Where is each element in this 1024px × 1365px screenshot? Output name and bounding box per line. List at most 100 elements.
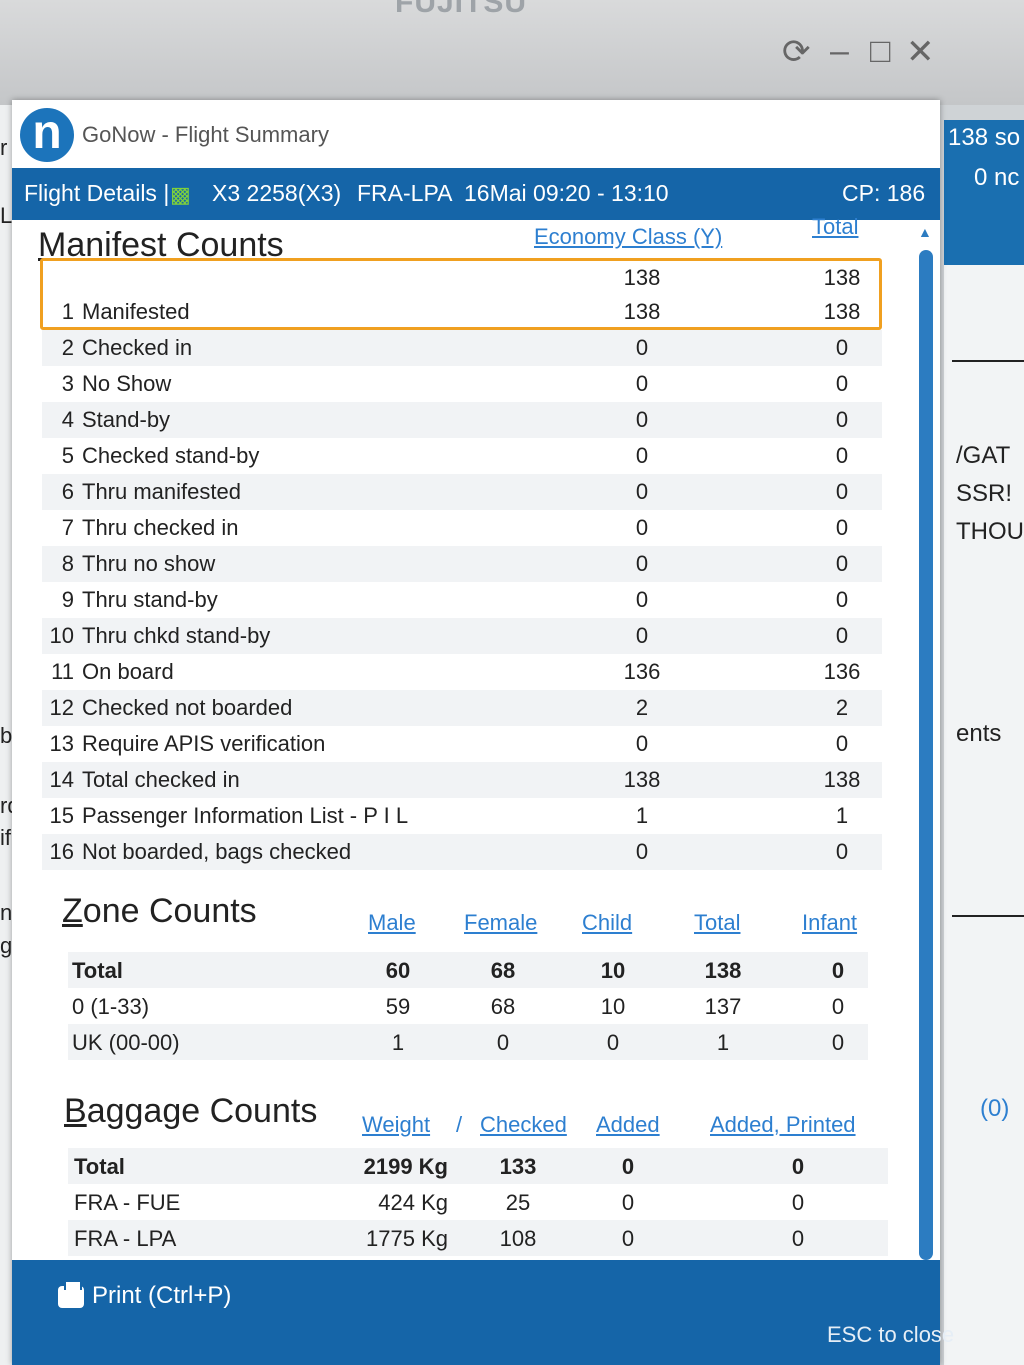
zone-header-infant[interactable]: Infant — [802, 910, 858, 935]
baggage-added: 0 — [621, 1154, 635, 1179]
baggage-counts-title: Baggage Counts — [64, 1092, 318, 1130]
class-value: 2 — [635, 695, 649, 720]
scroll-up-icon[interactable]: ▲ — [918, 224, 932, 240]
cp-count: CP: 186 — [842, 180, 926, 206]
row-number: 7 — [61, 515, 74, 540]
print-button[interactable]: Print (Ctrl+P) — [52, 1279, 237, 1322]
flight-details-bar: Flight Details | ▩ X3 2258(X3) FRA-LPA 1… — [12, 168, 940, 220]
table-row[interactable]: 15 Passenger Information List - P I L 1 1 — [42, 798, 882, 834]
row-number: 1 — [61, 299, 74, 324]
bag-header-weight[interactable]: Weight — [362, 1112, 431, 1137]
row-label: Thru stand-by — [82, 587, 218, 612]
table-row[interactable]: 14 Total checked in 138 138 — [42, 762, 882, 798]
row-label: Not boarded, bags checked — [82, 839, 352, 864]
total-value: 0 — [835, 731, 849, 756]
table-row[interactable]: 6 Thru manifested 0 0 — [42, 474, 882, 510]
gonow-logo-icon: n — [20, 108, 74, 162]
total-value: 0 — [835, 839, 849, 864]
class-value: 0 — [635, 623, 649, 648]
background-right-panel: 138 so 0 nc /GAT SSR! THOU ents (0) — [944, 120, 1024, 1365]
maximize-button[interactable]: □ — [870, 32, 891, 70]
total-value: 136 — [823, 659, 861, 684]
close-button[interactable]: ✕ — [906, 33, 935, 71]
restore-icon[interactable]: ⟳ — [782, 33, 811, 71]
baggage-row[interactable]: FRA - FUE 424 Kg 25 0 0 — [68, 1184, 888, 1220]
zone-total: 1 — [716, 1030, 730, 1055]
bg-right-fragment: (0) — [980, 1095, 1010, 1122]
zone-header-child[interactable]: Child — [582, 910, 633, 935]
bg-right-fragment: 0 nc — [974, 164, 1020, 191]
table-row[interactable]: 5 Checked stand-by 0 0 — [42, 438, 882, 474]
zone-female: 68 — [490, 958, 516, 983]
header-total-value: 138 — [823, 265, 861, 290]
class-value: 0 — [635, 515, 649, 540]
flight-details-label: Flight Details | — [24, 180, 170, 206]
row-number: 16 — [49, 839, 74, 864]
vertical-scrollbar[interactable]: ▲ — [914, 220, 936, 1260]
flight-route: FRA-LPA — [357, 180, 453, 206]
table-row[interactable]: 2 Checked in 0 0 — [42, 330, 882, 366]
row-number: 10 — [49, 623, 74, 648]
baggage-added-printed: 0 — [791, 1190, 805, 1215]
bg-right-fragment: ents — [956, 720, 1002, 747]
zone-child: 0 — [606, 1030, 620, 1055]
table-row[interactable]: 11 On board 136 136 — [42, 654, 882, 690]
zone-infant: 0 — [831, 1030, 845, 1055]
table-row[interactable]: 3 No Show 0 0 — [42, 366, 882, 402]
table-row[interactable]: 9 Thru stand-by 0 0 — [42, 582, 882, 618]
table-row[interactable]: 16 Not boarded, bags checked 0 0 — [42, 834, 882, 870]
col-header-total[interactable]: Total — [812, 214, 859, 239]
col-header-economy[interactable]: Economy Class (Y) — [534, 224, 723, 249]
table-row[interactable]: 4 Stand-by 0 0 — [42, 402, 882, 438]
baggage-weight: 1775 Kg — [366, 1226, 448, 1251]
table-row[interactable]: 7 Thru checked in 0 0 — [42, 510, 882, 546]
table-row[interactable]: 8 Thru no show 0 0 — [42, 546, 882, 582]
row-label: Thru checked in — [82, 515, 239, 540]
bag-header-added-printed[interactable]: Added, Printed — [710, 1112, 856, 1137]
row-label: Require APIS verification — [82, 731, 326, 756]
row-label: Thru manifested — [82, 479, 241, 504]
total-value: 0 — [835, 335, 849, 360]
class-value: 0 — [635, 443, 649, 468]
divider — [952, 915, 1024, 917]
scroll-thumb[interactable] — [919, 250, 933, 1260]
table-row[interactable]: 1 Manifested 138 138 — [42, 294, 882, 330]
row-number: 11 — [51, 659, 74, 684]
baggage-checked: 25 — [505, 1190, 531, 1215]
divider — [952, 360, 1024, 362]
baggage-row[interactable]: Total 2199 Kg 133 0 0 — [68, 1148, 888, 1184]
zone-male: 59 — [385, 994, 411, 1019]
zone-row[interactable]: Total 60 68 10 138 0 — [68, 952, 868, 988]
table-row[interactable]: 13 Require APIS verification 0 0 — [42, 726, 882, 762]
total-value: 2 — [835, 695, 849, 720]
bg-right-header: 138 so 0 nc — [944, 120, 1024, 265]
header-class-value: 138 — [623, 265, 661, 290]
zone-header-female[interactable]: Female — [464, 910, 538, 935]
zone-row[interactable]: UK (00-00) 1 0 0 1 0 — [68, 1024, 868, 1060]
total-value: 138 — [823, 299, 861, 324]
bg-right-fragment: SSR! — [956, 480, 1013, 507]
table-row[interactable]: 12 Checked not boarded 2 2 — [42, 690, 882, 726]
bag-header-added[interactable]: Added — [596, 1112, 660, 1137]
zone-female: 68 — [490, 994, 516, 1019]
total-value: 0 — [835, 551, 849, 576]
row-label: Total checked in — [82, 767, 240, 792]
row-label: Checked stand-by — [82, 443, 260, 468]
row-number: 14 — [49, 767, 74, 792]
zone-row[interactable]: 0 (1-33) 59 68 10 137 0 — [68, 988, 868, 1024]
baggage-added: 0 — [621, 1226, 635, 1251]
zone-header-male[interactable]: Male — [368, 910, 416, 935]
row-label: Passenger Information List - P I L — [82, 803, 409, 828]
bag-header-checked[interactable]: Checked — [480, 1112, 567, 1137]
zone-header-total[interactable]: Total — [694, 910, 741, 935]
window-controls: ⟳ – □ ✕ — [772, 32, 952, 82]
row-label: No Show — [82, 371, 172, 396]
baggage-row[interactable]: FRA - LPA 1775 Kg 108 0 0 — [68, 1220, 888, 1256]
total-value: 0 — [835, 587, 849, 612]
baggage-added: 0 — [621, 1190, 635, 1215]
zone-child: 10 — [600, 958, 626, 983]
minimize-button[interactable]: – — [830, 32, 849, 70]
baggage-label: FRA - LPA — [74, 1226, 177, 1251]
total-value: 0 — [835, 479, 849, 504]
table-row[interactable]: 10 Thru chkd stand-by 0 0 — [42, 618, 882, 654]
